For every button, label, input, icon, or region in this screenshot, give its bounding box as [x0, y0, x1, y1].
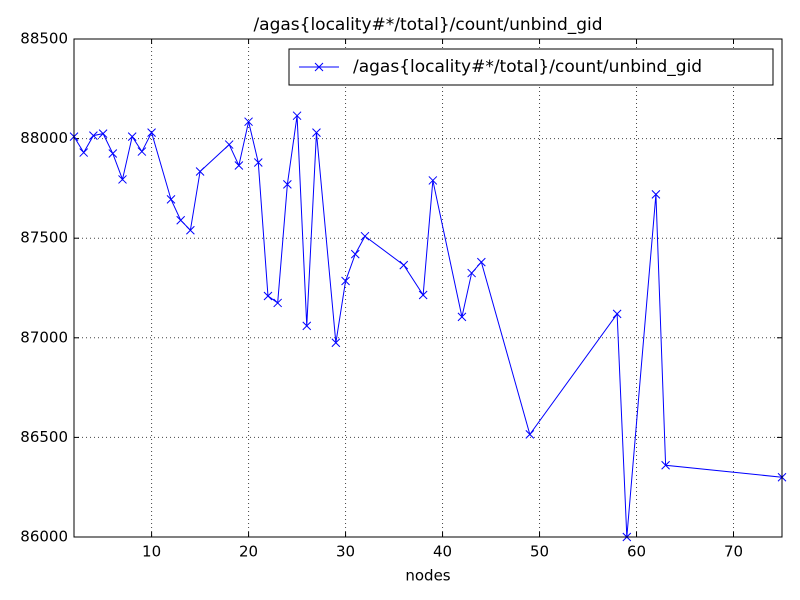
marker [314, 62, 324, 72]
marker [651, 190, 661, 199]
marker [360, 231, 370, 241]
marker [137, 147, 147, 156]
y-tick-label: 88500 [20, 30, 68, 48]
marker [467, 268, 476, 278]
marker [147, 128, 156, 137]
marker [234, 161, 244, 170]
marker [263, 291, 273, 301]
marker [224, 140, 234, 149]
x-tick-label: 30 [336, 543, 355, 561]
y-tick-label: 87500 [20, 229, 68, 247]
x-tick-label: 60 [627, 543, 646, 561]
chart-title: /agas{locality#*/total}/count/unbind_gid [253, 15, 602, 35]
marker [418, 290, 428, 300]
marker [89, 131, 98, 140]
x-tick-label: 20 [239, 543, 258, 561]
x-axis-label: nodes [405, 567, 450, 585]
marker [166, 195, 176, 204]
marker [331, 338, 341, 348]
marker [292, 111, 302, 121]
plot-area: 86000 86500 87000 87500 88000 88500 10 20 30 40 50… [20, 30, 787, 561]
marker [195, 167, 205, 176]
y-tick-label: 88000 [20, 129, 68, 147]
marker [525, 430, 535, 439]
axes-frame [73, 38, 783, 538]
marker [176, 215, 186, 225]
x-tick-label: 70 [724, 543, 743, 561]
legend-label: /agas{locality#*/total}/count/unbind_gid [353, 57, 702, 77]
marker [118, 175, 127, 184]
y-tick-label: 86000 [20, 528, 68, 546]
marker [457, 312, 467, 322]
marker [612, 309, 622, 319]
marker [661, 460, 670, 470]
marker [108, 149, 118, 158]
marker [312, 128, 321, 137]
marker [302, 321, 312, 331]
marker [350, 249, 360, 259]
y-tick-label: 86500 [20, 428, 68, 446]
legend-box [288, 48, 774, 86]
y-tick-label: 87000 [20, 328, 68, 346]
marker [186, 225, 195, 235]
marker [244, 117, 253, 127]
marker [283, 180, 292, 189]
marker [273, 298, 283, 308]
legend: /agas{locality#*/total}/count/unbind_gid [288, 48, 774, 86]
marker [476, 257, 486, 267]
marker [341, 276, 350, 286]
marker [428, 176, 438, 185]
marker [98, 129, 108, 138]
x-tick-label: 50 [530, 543, 549, 561]
x-tick-label: 40 [433, 543, 452, 561]
marker [79, 148, 89, 157]
x-tick-label: 10 [142, 543, 161, 561]
marker [127, 132, 137, 141]
marker [399, 260, 409, 270]
marker [253, 158, 263, 167]
